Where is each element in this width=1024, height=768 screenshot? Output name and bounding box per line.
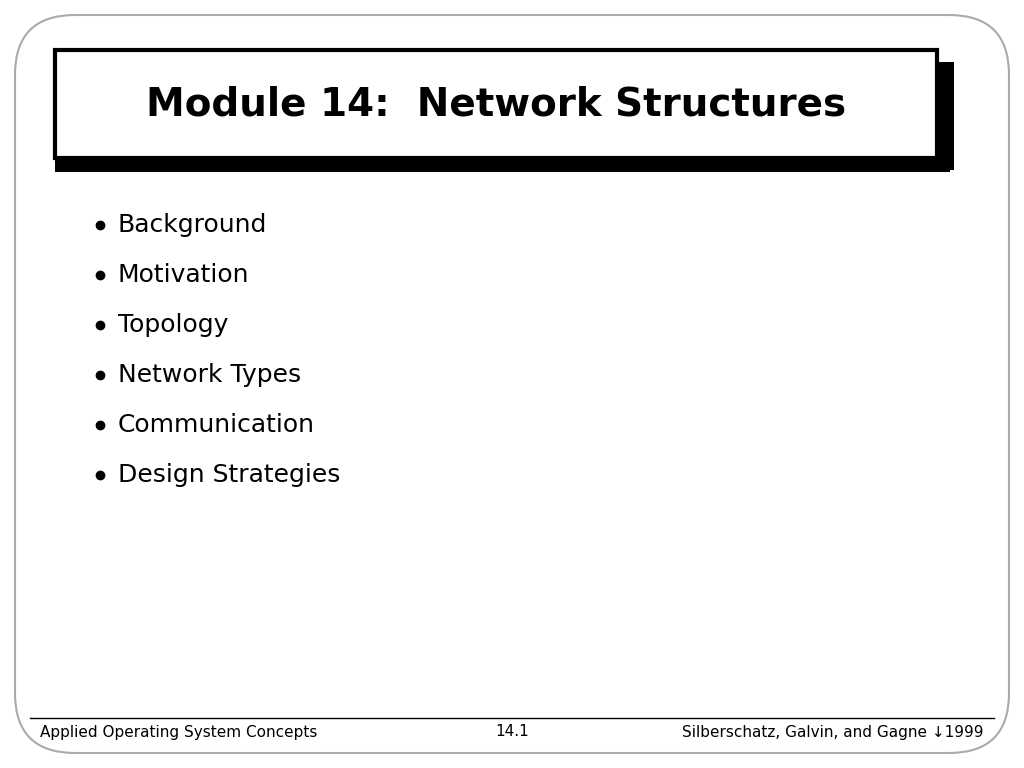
Bar — [55, 50, 937, 158]
Bar — [72, 62, 954, 170]
Text: 14.1: 14.1 — [496, 724, 528, 740]
Text: Background: Background — [118, 213, 267, 237]
Text: Silberschatz, Galvin, and Gagne ↓1999: Silberschatz, Galvin, and Gagne ↓1999 — [683, 724, 984, 740]
Text: Topology: Topology — [118, 313, 228, 337]
FancyBboxPatch shape — [15, 15, 1009, 753]
Text: Network Types: Network Types — [118, 363, 301, 387]
Text: Communication: Communication — [118, 413, 315, 437]
Text: Module 14:  Network Structures: Module 14: Network Structures — [146, 85, 846, 123]
Text: Motivation: Motivation — [118, 263, 250, 287]
Text: Design Strategies: Design Strategies — [118, 463, 340, 487]
Text: Applied Operating System Concepts: Applied Operating System Concepts — [40, 724, 317, 740]
Bar — [55, 158, 950, 172]
